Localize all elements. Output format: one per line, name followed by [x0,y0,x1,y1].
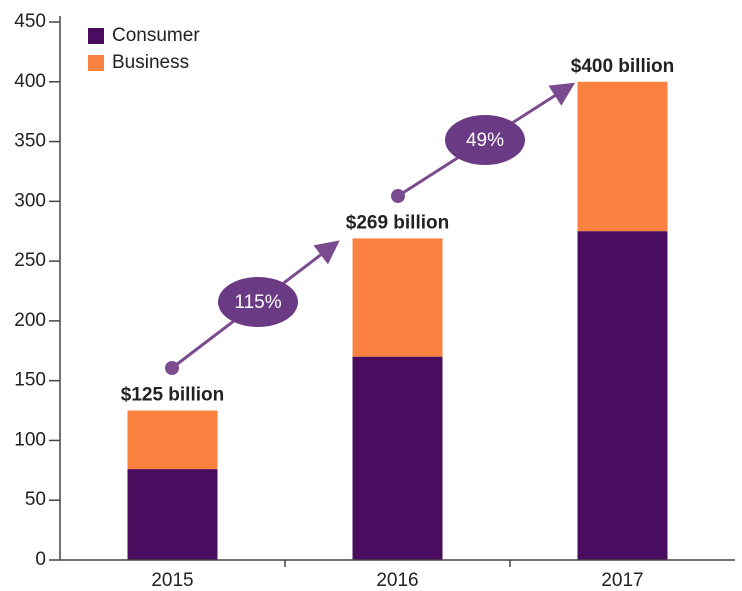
bar-segment [352,356,443,560]
bar-segment [577,81,668,232]
bar-segment [352,238,443,357]
legend-label: Business [112,52,189,73]
bar-segment [577,231,668,560]
y-tick-label: 300 [14,190,46,211]
total-label: $400 billion [571,56,674,77]
bar-segment [127,469,218,560]
y-tick-label: 400 [14,71,46,92]
legend-swatch [88,55,104,71]
y-tick-label: 450 [14,11,46,32]
bar-segment [127,410,218,470]
y-tick-label: 250 [14,250,46,271]
y-tick-label: 200 [14,310,46,331]
x-tick-label: 2016 [376,570,418,591]
growth-arrows: 115% 49% [165,82,576,375]
y-tick-label: 100 [14,429,46,450]
x-tick-label: 2015 [151,570,193,591]
growth-bubble [445,115,525,165]
legend-label: Consumer [112,25,200,46]
x-tick-label: 2017 [601,570,643,591]
growth-bubble [218,277,298,327]
y-tick-label: 50 [25,489,46,510]
y-tick-label: 150 [14,370,46,391]
total-label: $125 billion [121,385,224,406]
y-tick-label: 0 [35,549,46,570]
legend-swatch [88,28,104,44]
total-label: $269 billion [346,212,449,233]
growth-label: 49% [466,130,504,151]
growth-label: 115% [234,292,281,313]
y-tick-label: 350 [14,131,46,152]
